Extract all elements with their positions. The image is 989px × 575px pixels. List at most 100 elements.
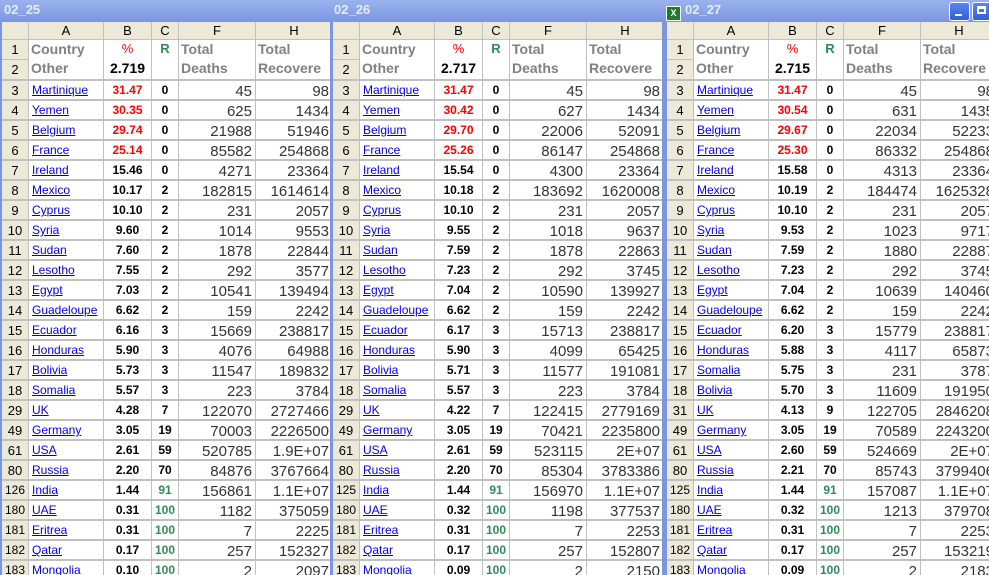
row-header[interactable]: 16 <box>667 341 693 359</box>
total-recovered-cell[interactable]: 238817 <box>587 321 662 339</box>
percent-cell[interactable]: 7.59 <box>435 241 482 259</box>
percent-cell[interactable]: 15.54 <box>435 161 482 179</box>
r-cell[interactable]: 0 <box>483 81 509 99</box>
r-cell[interactable]: 2 <box>817 301 843 319</box>
total-recovered-cell[interactable]: 1434 <box>587 101 662 119</box>
country-link[interactable]: Honduras <box>360 341 434 359</box>
row-header[interactable]: 18 <box>667 381 693 399</box>
total-recovered-cell[interactable]: 1620008 <box>587 181 662 199</box>
row-header[interactable]: 13 <box>333 281 359 299</box>
row-header[interactable]: 12 <box>2 261 28 279</box>
r-cell[interactable]: 2 <box>817 281 843 299</box>
total-recovered-cell[interactable]: 2E+07 <box>921 441 989 459</box>
total-recovered-cell[interactable]: 98 <box>921 81 989 99</box>
country-link[interactable]: Belgium <box>360 121 434 139</box>
percent-cell[interactable]: 4.22 <box>435 401 482 419</box>
percent-cell[interactable]: 5.70 <box>769 381 816 399</box>
row-header[interactable]: 18 <box>333 381 359 399</box>
percent-cell[interactable]: 5.90 <box>435 341 482 359</box>
total-deaths-cell[interactable]: 70589 <box>844 421 920 439</box>
percent-cell[interactable]: 5.71 <box>435 361 482 379</box>
row-header[interactable]: 4 <box>667 101 693 119</box>
total-deaths-cell[interactable]: 1014 <box>179 221 255 239</box>
column-header-B[interactable]: B <box>435 22 482 39</box>
total-deaths-cell[interactable]: 4076 <box>179 341 255 359</box>
percent-cell[interactable]: 2.20 <box>104 461 151 479</box>
country-link[interactable]: Cyprus <box>360 201 434 219</box>
total-deaths-cell[interactable]: 70003 <box>179 421 255 439</box>
total-recovered-cell[interactable]: 2242 <box>587 301 662 319</box>
row-header[interactable]: 182 <box>2 541 28 559</box>
total-recovered-cell[interactable]: 139927 <box>587 281 662 299</box>
r-cell[interactable]: 3 <box>483 361 509 379</box>
r-cell[interactable]: 100 <box>817 541 843 559</box>
country-link[interactable]: Russia <box>360 461 434 479</box>
row-header-1[interactable]: 1 <box>667 40 693 59</box>
country-link[interactable]: Belgium <box>29 121 103 139</box>
total-recovered-cell[interactable]: 2253 <box>921 521 989 539</box>
percent-cell[interactable]: 31.47 <box>104 81 151 99</box>
column-header-H[interactable]: H <box>921 22 989 39</box>
percent-cell[interactable]: 7.03 <box>104 281 151 299</box>
r-cell[interactable]: 2 <box>152 221 178 239</box>
total-deaths-cell[interactable]: 182815 <box>179 181 255 199</box>
row-header[interactable]: 7 <box>667 161 693 179</box>
total-deaths-cell[interactable]: 122415 <box>510 401 586 419</box>
percent-cell[interactable]: 29.67 <box>769 121 816 139</box>
row-header[interactable]: 80 <box>333 461 359 479</box>
r-cell[interactable]: 2 <box>483 221 509 239</box>
r-header-cell[interactable]: R <box>483 40 509 79</box>
total-recovered-cell[interactable]: 2727466 <box>256 401 330 419</box>
total-recovered-cell[interactable]: 2225 <box>256 521 330 539</box>
country-link[interactable]: France <box>694 141 768 159</box>
total-recovered-cell[interactable]: 254868 <box>587 141 662 159</box>
row-header[interactable]: 16 <box>333 341 359 359</box>
total-deaths-cell[interactable]: 15779 <box>844 321 920 339</box>
percent-cell[interactable]: 7.04 <box>769 281 816 299</box>
r-cell[interactable]: 3 <box>152 341 178 359</box>
country-header-cell[interactable]: Country Other <box>29 40 103 79</box>
r-cell[interactable]: 100 <box>152 541 178 559</box>
r-cell[interactable]: 2 <box>152 301 178 319</box>
percent-cell[interactable]: 3.05 <box>769 421 816 439</box>
r-cell[interactable]: 3 <box>152 321 178 339</box>
percent-cell[interactable]: 10.10 <box>769 201 816 219</box>
country-link[interactable]: Yemen <box>29 101 103 119</box>
country-link[interactable]: Sudan <box>29 241 103 259</box>
total-recovered-cell[interactable]: 1.9E+07 <box>256 441 330 459</box>
r-cell[interactable]: 0 <box>817 141 843 159</box>
total-recovered-cell[interactable]: 1.1E+07 <box>587 481 662 499</box>
country-link[interactable]: Egypt <box>694 281 768 299</box>
total-recovered-cell[interactable]: 22863 <box>587 241 662 259</box>
percent-cell[interactable]: 6.17 <box>435 321 482 339</box>
country-link[interactable]: UAE <box>29 501 103 519</box>
select-all-corner[interactable] <box>2 22 28 39</box>
percent-cell[interactable]: 7.55 <box>104 261 151 279</box>
country-link[interactable]: UAE <box>694 501 768 519</box>
total-recovered-cell[interactable]: 23364 <box>256 161 330 179</box>
total-recovered-cell[interactable]: 377537 <box>587 501 662 519</box>
window-titlebar[interactable]: X 02_27 <box>662 0 989 21</box>
country-link[interactable]: Mongolia <box>694 561 768 575</box>
total-recovered-cell[interactable]: 1625328 <box>921 181 989 199</box>
total-recovered-cell[interactable]: 3745 <box>921 261 989 279</box>
column-header-B[interactable]: B <box>104 22 151 39</box>
total-recovered-cell[interactable]: 2226500 <box>256 421 330 439</box>
r-cell[interactable]: 2 <box>817 221 843 239</box>
row-header[interactable]: 9 <box>333 201 359 219</box>
total-recovered-cell[interactable]: 65425 <box>587 341 662 359</box>
country-link[interactable]: Syria <box>29 221 103 239</box>
percent-cell[interactable]: 25.26 <box>435 141 482 159</box>
column-header-F[interactable]: F <box>510 22 586 39</box>
row-header[interactable]: 15 <box>667 321 693 339</box>
percent-cell[interactable]: 10.10 <box>435 201 482 219</box>
country-link[interactable]: Yemen <box>694 101 768 119</box>
country-link[interactable]: France <box>360 141 434 159</box>
country-link[interactable]: Ireland <box>694 161 768 179</box>
country-link[interactable]: India <box>694 481 768 499</box>
row-header[interactable]: 15 <box>2 321 28 339</box>
total-deaths-cell[interactable]: 1198 <box>510 501 586 519</box>
r-cell[interactable]: 2 <box>152 261 178 279</box>
total-recovered-cell[interactable]: 1.1E+07 <box>921 481 989 499</box>
total-deaths-cell[interactable]: 10639 <box>844 281 920 299</box>
